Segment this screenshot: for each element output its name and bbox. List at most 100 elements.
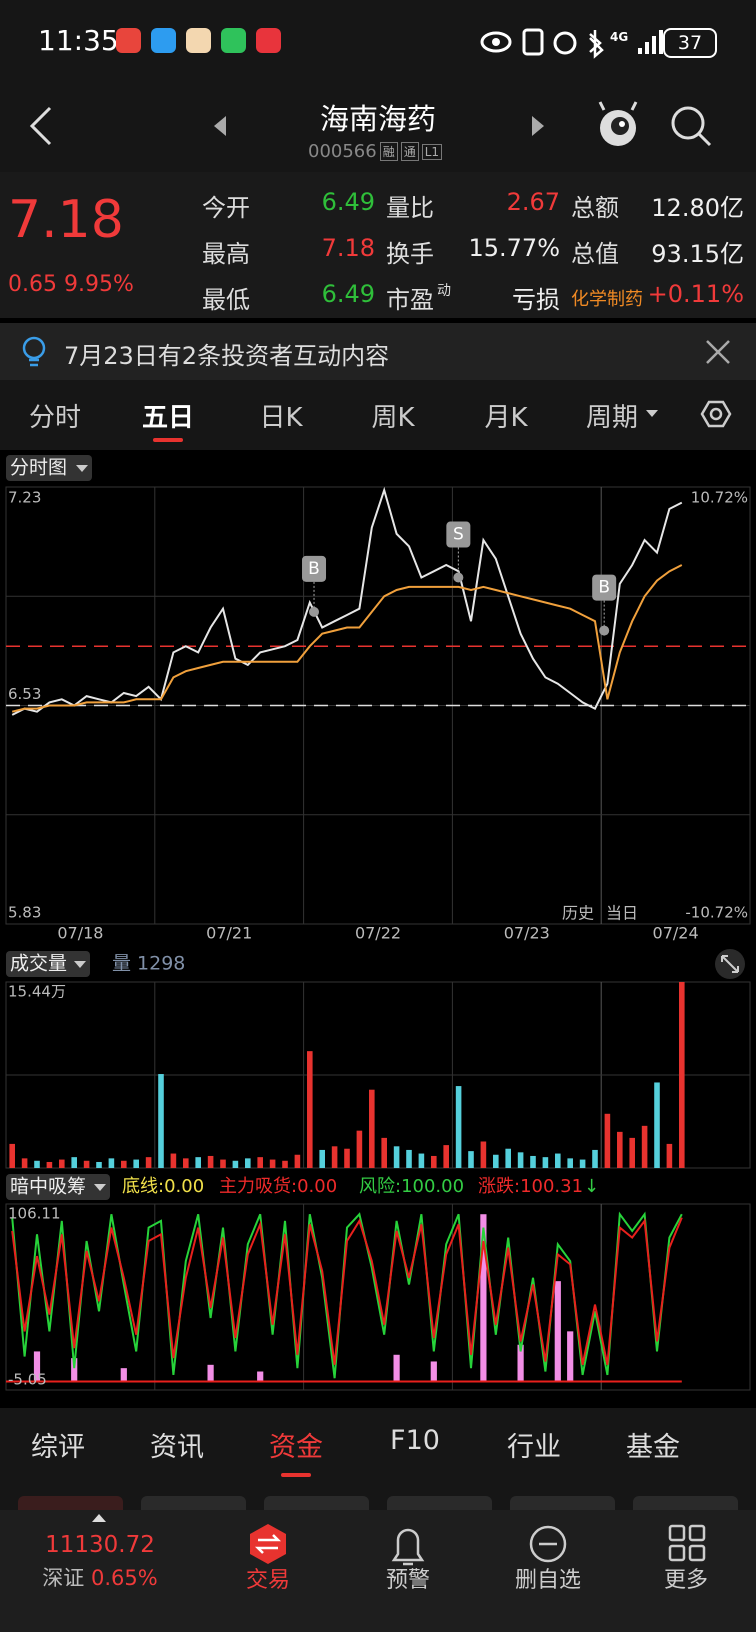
quote-label: 化学制药 (571, 285, 643, 311)
quote-label: 量比 (386, 188, 434, 223)
signal-point (599, 625, 610, 636)
chart-note: 当日 (606, 904, 638, 923)
volume-bar (468, 1151, 474, 1168)
chart-background (0, 450, 756, 1408)
volume-bar (455, 1086, 462, 1168)
volume-bar (604, 1113, 611, 1168)
volume-bar (59, 1159, 65, 1168)
volume-bar (617, 1131, 623, 1168)
indicator-selector[interactable] (6, 455, 92, 481)
search-icon[interactable] (671, 106, 712, 147)
quote-label: 市盈动 (386, 280, 451, 315)
info-tab[interactable]: 综评 (31, 1432, 85, 1463)
quote-label: 总额 (571, 188, 619, 223)
price-change: 0.65 9.95% (8, 272, 134, 297)
indicator-bar (207, 1364, 214, 1382)
volume-subtitle: 量 1298 (112, 953, 185, 975)
indicator-bar (430, 1361, 437, 1382)
volume-bar (245, 1158, 251, 1168)
volume-bar (96, 1161, 102, 1168)
period-tab[interactable]: 分时 (28, 403, 81, 433)
y2-tick-label: 10.72% (691, 489, 748, 507)
period-tab[interactable]: 五日 (141, 403, 194, 433)
quote-label-text: 总额 (571, 194, 619, 222)
y-tick-label: 5.83 (8, 904, 41, 922)
volume-bar (480, 1141, 487, 1168)
bulb-icon (22, 336, 46, 367)
volume-bar (145, 1157, 152, 1168)
volume-bar (269, 1159, 276, 1168)
prev-stock[interactable] (214, 116, 226, 136)
volume-bar (344, 1148, 350, 1168)
indicator-selector[interactable] (6, 951, 90, 977)
settings-icon[interactable] (700, 400, 732, 428)
volume-bar (232, 1160, 239, 1168)
next-stock[interactable] (532, 116, 544, 136)
info-tab[interactable]: 行业 (507, 1432, 561, 1463)
badge: 通 (400, 142, 419, 161)
signal-badge (592, 574, 617, 601)
volume-bar (207, 1155, 214, 1168)
back-button[interactable] (29, 106, 52, 146)
legend-entry: 风险:100.00 (359, 1176, 464, 1197)
nav-item[interactable]: 交易 (245, 1568, 290, 1593)
volume-bar (418, 1153, 425, 1168)
period-tab[interactable]: 周期 (585, 403, 638, 433)
chart-note: 历史 (562, 904, 594, 923)
signal-badge (446, 521, 471, 548)
nav-item[interactable]: 预警 (385, 1568, 430, 1593)
volume-bar (517, 1152, 524, 1168)
indicator-bar (71, 1358, 78, 1382)
index-value[interactable]: 11130.72 (45, 1532, 155, 1558)
volume-bar (592, 1149, 598, 1168)
quote-label-text: 总值 (571, 240, 619, 268)
index-arrow (92, 1514, 106, 1522)
info-tab[interactable]: 资讯 (150, 1432, 204, 1463)
volume-bar (183, 1158, 189, 1168)
status-icons (480, 28, 663, 59)
volume-bar (195, 1157, 201, 1168)
volume-bar (542, 1157, 549, 1168)
price-line (11, 486, 683, 716)
index-row: 深证 0.65% (30, 1562, 170, 1592)
indicator-title: 暗中吸筹 (10, 1176, 86, 1198)
period-tabs (0, 380, 756, 450)
period-tab[interactable]: 日K (259, 403, 303, 433)
volume-bar (46, 1161, 53, 1168)
info-tab[interactable]: F10 (390, 1425, 440, 1456)
x-tick-label: 07/22 (355, 924, 401, 943)
change-pct: 9.95% (63, 272, 134, 297)
volume-bar (257, 1157, 263, 1168)
quote-value: 2.67 (506, 188, 560, 216)
tab-underline (153, 438, 183, 442)
indicator-selector[interactable] (6, 1174, 110, 1200)
volume-bar (654, 1082, 660, 1168)
dropdown-arrow (76, 465, 88, 472)
nav-item[interactable]: 删自选 (514, 1568, 581, 1593)
period-tab[interactable]: 周K (371, 403, 415, 433)
quote-value: 15.77% (468, 234, 560, 262)
info-tab[interactable]: 资金 (269, 1432, 323, 1463)
info-tab[interactable]: 基金 (626, 1432, 680, 1463)
legend-entry: 涨跌:100.31 (478, 1176, 583, 1197)
quote-value: 12.80亿 (651, 194, 744, 222)
info-tabs (0, 1408, 756, 1510)
network-label: 4G (610, 30, 629, 44)
expand-icon (721, 955, 739, 973)
plot-frame (5, 1203, 751, 1391)
signal-label: B (308, 559, 320, 579)
volume-bar (170, 1153, 177, 1168)
legend-entry: 底线:0.00 (122, 1176, 204, 1197)
quote-value: 7.18 (321, 234, 375, 262)
volume-bar (555, 1153, 561, 1168)
period-tab[interactable]: 月K (484, 403, 528, 433)
assistant-icon[interactable] (598, 101, 638, 146)
notice-close[interactable] (704, 338, 732, 366)
volume-bar (133, 1159, 139, 1168)
indicator-bar (567, 1331, 574, 1382)
nav-item[interactable]: 更多 (663, 1568, 708, 1593)
signal-label: S (453, 525, 464, 545)
volume-bar (34, 1160, 40, 1168)
notice-bar[interactable] (0, 323, 756, 380)
info-tab-underline (281, 1473, 311, 1477)
